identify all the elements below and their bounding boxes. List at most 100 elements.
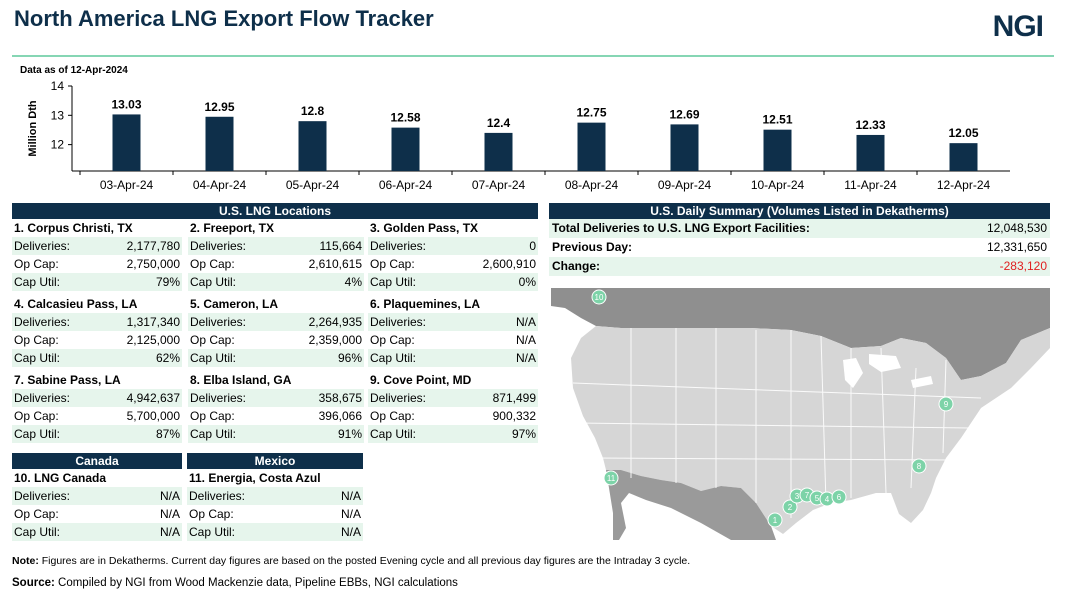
source-line: Source: Compiled by NGI from Wood Macken…: [12, 577, 458, 589]
deliveries-value: 115,664: [319, 239, 363, 253]
bar-value-label: 12.95: [204, 100, 234, 114]
deliveries-label: Deliveries:: [14, 239, 71, 253]
op-cap-value: N/A: [159, 507, 180, 521]
cap-util-label: Cap Util:: [14, 351, 61, 365]
deliveries-value: N/A: [159, 489, 180, 503]
cap-util-label: Cap Util:: [190, 351, 237, 365]
bar: [949, 143, 978, 171]
page-title: North America LNG Export Flow Tracker: [14, 6, 434, 31]
op-cap-value: 2,125,000: [126, 333, 180, 347]
cap-util-value: N/A: [340, 525, 361, 539]
cap-util-row: Cap Util: 91%: [188, 425, 364, 443]
cap-util-value: 91%: [337, 427, 362, 441]
terminal-card: 7. Sabine Pass, LA Deliveries: 4,942,637 Op…: [12, 371, 182, 443]
op-cap-value: 2,610,615: [308, 257, 362, 271]
bar: [112, 114, 141, 171]
x-tick-label: 05-Apr-24: [286, 178, 340, 192]
cap-util-label: Cap Util:: [370, 427, 417, 441]
op-cap-value: N/A: [515, 333, 536, 347]
map-marker-dot: [782, 499, 798, 515]
deliveries-label: Deliveries:: [190, 391, 247, 405]
op-cap-label: Op Cap:: [370, 333, 415, 347]
terminal-card: 1. Corpus Christi, TX Deliveries: 2,177,78…: [12, 219, 182, 291]
bar-chart: Million Dth 12 13 14 13.03 03-Apr-24 12.95 04-A…: [27, 79, 1010, 192]
terminal-name: 8. Elba Island, GA: [190, 373, 292, 387]
cap-util-label: Cap Util:: [189, 525, 236, 539]
deliveries-label: Deliveries:: [14, 315, 71, 329]
bar: [391, 127, 420, 171]
y-tick-label: 12: [51, 138, 65, 152]
total-row: Total Deliveries to U.S. LNG Export Faci…: [549, 219, 1050, 238]
great-lakes: [843, 354, 933, 388]
map-marker: 11: [603, 470, 619, 486]
op-cap-row: Op Cap: 900,332: [368, 407, 538, 425]
cap-util-label: Cap Util:: [190, 275, 237, 289]
terminal-card: 10. LNG Canada Deliveries: N/A Op Cap: N/A…: [12, 469, 182, 541]
total-value: 12,048,530: [986, 221, 1047, 235]
deliveries-row: Deliveries: 2,264,935: [188, 313, 364, 331]
map-marker-dot: [603, 470, 619, 486]
cap-util-value: 87%: [155, 427, 180, 441]
terminal-map: 1 2 3 7 5 4 6 8 9 10 11: [551, 288, 1050, 540]
terminal-card: 8. Elba Island, GA Deliveries: 358,675 Op C…: [188, 371, 364, 443]
op-cap-row: Op Cap: 2,610,615: [188, 255, 364, 273]
op-cap-value: N/A: [340, 507, 361, 521]
map-marker-label: 10: [595, 293, 604, 302]
op-cap-label: Op Cap:: [189, 507, 234, 521]
bar-value-label: 13.03: [111, 97, 141, 111]
deliveries-row: Deliveries: N/A: [368, 313, 538, 331]
summary-header: U.S. Daily Summary (Volumes Listed in De…: [549, 203, 1050, 219]
us-locations-panel: U.S. LNG Locations 1. Corpus Christi, TX…: [12, 203, 538, 453]
deliveries-row: Deliveries: 358,675: [188, 389, 364, 407]
x-tick-label: 09-Apr-24: [658, 178, 712, 192]
deliveries-label: Deliveries:: [190, 315, 247, 329]
terminal-card: 5. Cameron, LA Deliveries: 2,264,935 Op Cap…: [188, 295, 364, 367]
source-label: Source:: [12, 577, 55, 589]
cap-util-value: 62%: [155, 351, 180, 365]
deliveries-row: Deliveries: N/A: [187, 487, 363, 505]
previous-day-row: Previous Day: 12,331,650: [549, 238, 1050, 257]
bar: [298, 121, 327, 171]
deliveries-label: Deliveries:: [14, 489, 71, 503]
terminal-card: 11. Energia, Costa Azul Deliveries: N/A O…: [187, 469, 363, 541]
cap-util-value: 96%: [337, 351, 362, 365]
y-tick-label: 14: [51, 79, 65, 93]
deliveries-row: Deliveries: 871,499: [368, 389, 538, 407]
op-cap-row: Op Cap: 2,750,000: [12, 255, 182, 273]
cap-util-row: Cap Util: 0%: [368, 273, 538, 291]
deliveries-value: N/A: [340, 489, 361, 503]
x-tick-label: 12-Apr-24: [937, 178, 991, 192]
terminal-name: 11. Energia, Costa Azul: [189, 471, 321, 485]
mexico-panel: Mexico 11. Energia, Costa Azul Deliverie…: [187, 453, 363, 543]
cap-util-row: Cap Util: N/A: [12, 523, 182, 541]
note-label: Note:: [12, 555, 39, 567]
deliveries-label: Deliveries:: [189, 489, 246, 503]
cap-util-value: N/A: [159, 525, 180, 539]
bar-value-label: 12.33: [855, 118, 885, 132]
mexico-land: [606, 470, 776, 540]
op-cap-label: Op Cap:: [14, 257, 59, 271]
cap-util-row: Cap Util: 79%: [12, 273, 182, 291]
north-america-map: 1 23 7 5 4 6 8 9 10 11: [551, 288, 1050, 540]
cap-util-value: 97%: [511, 427, 536, 441]
deliveries-row: Deliveries: 2,177,780: [12, 237, 182, 255]
map-marker-dot: [831, 489, 847, 505]
deliveries-value: 4,942,637: [126, 391, 180, 405]
deliveries-row: Deliveries: 0: [368, 237, 538, 255]
cap-util-label: Cap Util:: [14, 427, 61, 441]
terminal-name: 3. Golden Pass, TX: [370, 221, 479, 235]
total-label: Total Deliveries to U.S. LNG Export Faci…: [552, 221, 810, 235]
terminal-name: 4. Calcasieu Pass, LA: [14, 297, 138, 311]
op-cap-label: Op Cap:: [370, 257, 415, 271]
deliveries-label: Deliveries:: [190, 239, 247, 253]
op-cap-row: Op Cap: 396,066: [188, 407, 364, 425]
cap-util-row: Cap Util: 97%: [368, 425, 538, 443]
deliveries-row: Deliveries: N/A: [12, 487, 182, 505]
mexico-header: Mexico: [187, 453, 363, 469]
cap-util-row: Cap Util: 96%: [188, 349, 364, 367]
title-divider: [12, 55, 1054, 57]
cap-util-label: Cap Util:: [14, 275, 61, 289]
x-tick-label: 03-Apr-24: [100, 178, 154, 192]
terminal-name: 9. Cove Point, MD: [370, 373, 472, 387]
op-cap-row: Op Cap: 2,359,000: [188, 331, 364, 349]
